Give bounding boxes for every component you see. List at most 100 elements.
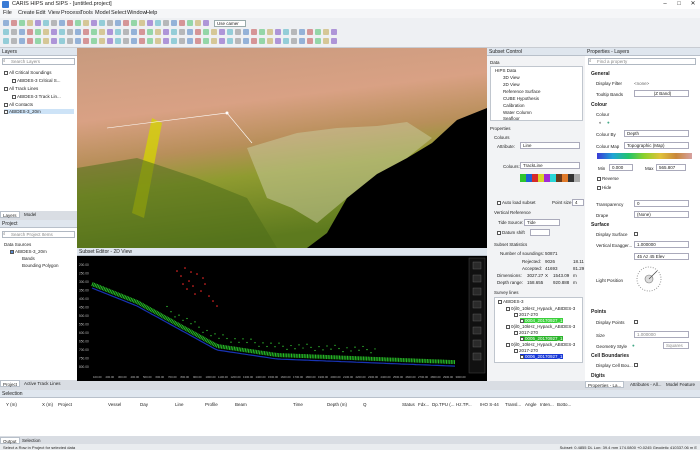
column-header[interactable]: X (m) — [42, 402, 53, 407]
tab-active-track-lines[interactable]: Active Track Lines — [24, 381, 61, 386]
colour-swatch[interactable] — [532, 174, 538, 182]
toolbar-tool-icon[interactable] — [219, 29, 225, 35]
checkbox-icon[interactable] — [12, 78, 16, 83]
3d-view[interactable] — [77, 48, 487, 248]
reverse-checkbox[interactable]: Reverse — [597, 176, 619, 181]
layer-item-critical-soundings[interactable]: All Critical Soundings — [4, 70, 52, 75]
project-item-abides[interactable]: ABIDES-3_20m — [10, 249, 47, 254]
toolbar-tool-icon[interactable] — [123, 20, 129, 26]
menu-file[interactable]: File — [3, 10, 12, 16]
toolbar-tool-icon[interactable] — [283, 38, 289, 44]
toolbar-tool-icon[interactable] — [195, 38, 201, 44]
toolbar-tool-icon[interactable] — [147, 29, 153, 35]
toolbar-tool-icon[interactable] — [75, 20, 81, 26]
min-input[interactable]: 0.000 — [609, 164, 633, 171]
checkbox-icon[interactable] — [520, 354, 524, 359]
toolbar-tool-icon[interactable] — [315, 38, 321, 44]
toolbar-tool-icon[interactable] — [43, 20, 49, 26]
toolbar-tool-icon[interactable] — [107, 20, 113, 26]
toolbar-tool-icon[interactable] — [331, 29, 337, 35]
toolbar-tool-icon[interactable] — [235, 38, 241, 44]
toolbar-tool-icon[interactable] — [163, 29, 169, 35]
tab-project[interactable]: Project — [0, 380, 21, 387]
survey-vessel-1[interactable]: 0(il0_10kHz_Hypack_ABIDES-3 — [506, 306, 575, 311]
toolbar-tool-icon[interactable] — [323, 38, 329, 44]
toolbar-tool-icon[interactable] — [91, 20, 97, 26]
toolbar-tool-icon[interactable] — [179, 38, 185, 44]
toolbar-tool-icon[interactable] — [3, 20, 9, 26]
toolbar-tool-icon[interactable] — [83, 20, 89, 26]
transparency-input[interactable]: 0 — [634, 200, 689, 207]
toolbar-tool-icon[interactable] — [51, 38, 57, 44]
toolbar-tool-icon[interactable] — [19, 29, 25, 35]
toolbar-tool-icon[interactable] — [179, 20, 185, 26]
layer-item-track-lines[interactable]: All Track Lines — [4, 86, 38, 91]
toolbar-tool-icon[interactable] — [299, 29, 305, 35]
layer-item-track-lin[interactable]: ABIDES-3 Track Lin... — [12, 94, 61, 99]
toolbar-tool-icon[interactable] — [155, 20, 161, 26]
tab-layers[interactable]: Layers — [0, 211, 20, 218]
checkbox-icon[interactable] — [514, 348, 518, 353]
toolbar-tool-icon[interactable] — [67, 29, 73, 35]
datum-shift-input[interactable] — [530, 229, 550, 236]
toolbar-tool-icon[interactable] — [123, 38, 129, 44]
column-header[interactable]: Status — [402, 402, 415, 407]
survey-line-1[interactable]: 0004_20170927_1 — [520, 318, 563, 323]
toolbar-tool-icon[interactable] — [171, 20, 177, 26]
colour-swatch[interactable] — [544, 174, 550, 182]
tree-hips-data[interactable]: HIPS Data — [495, 68, 517, 73]
toolbar-tool-icon[interactable] — [131, 29, 137, 35]
toolbar-tool-icon[interactable] — [267, 38, 273, 44]
toolbar-tool-icon[interactable] — [275, 29, 281, 35]
toolbar-tool-icon[interactable] — [331, 38, 337, 44]
toolbar-tool-icon[interactable] — [19, 38, 25, 44]
toolbar-tool-icon[interactable] — [147, 38, 153, 44]
toolbar-tool-icon[interactable] — [251, 29, 257, 35]
display-surface-checkbox[interactable] — [634, 232, 638, 236]
toolbar-tool-icon[interactable] — [299, 38, 305, 44]
column-header[interactable]: Inten... — [540, 402, 554, 407]
toolbar-tool-icon[interactable] — [211, 38, 217, 44]
tab-attributes[interactable]: Attributes - All... — [630, 382, 662, 387]
display-cell-boundaries-checkbox[interactable] — [634, 363, 638, 367]
tree-calibration[interactable]: Calibration — [503, 103, 525, 108]
column-header[interactable]: Vessel — [108, 402, 122, 407]
checkbox-icon[interactable] — [497, 200, 501, 205]
checkbox-icon[interactable] — [497, 230, 501, 235]
toolbar-tool-icon[interactable] — [203, 38, 209, 44]
toolbar-tool-icon[interactable] — [3, 38, 9, 44]
toolbar-tool-icon[interactable] — [219, 38, 225, 44]
column-header[interactable]: Hz.TP... — [456, 402, 472, 407]
tree-cube-hypothesis[interactable]: CUBE Hypothesis — [503, 96, 540, 101]
toolbar-tool-icon[interactable] — [291, 38, 297, 44]
colour-swatch[interactable] — [520, 174, 526, 182]
colour-swatch[interactable] — [574, 174, 580, 182]
toolbar-tool-icon[interactable] — [139, 29, 145, 35]
checkbox-icon[interactable] — [498, 299, 502, 304]
toolbar-tool-icon[interactable] — [187, 29, 193, 35]
column-header[interactable]: Depth (m) — [327, 402, 348, 407]
toolbar-tool-icon[interactable] — [227, 29, 233, 35]
survey-line-3[interactable]: 0006_20170927_1 — [520, 354, 563, 359]
tree-2d-view[interactable]: 2D View — [503, 82, 520, 87]
menu-model[interactable]: Model — [95, 10, 110, 16]
column-header[interactable]: Time — [293, 402, 303, 407]
tab-selection[interactable]: Selection — [22, 438, 41, 443]
toolbar-tool-icon[interactable] — [275, 38, 281, 44]
toolbar-tool-icon[interactable] — [195, 20, 201, 26]
column-header[interactable]: Dp.TPU (... — [432, 402, 455, 407]
menu-create[interactable]: Create — [18, 10, 35, 16]
checkbox-icon[interactable] — [506, 342, 510, 347]
toolbar-tool-icon[interactable] — [99, 29, 105, 35]
checkbox-icon[interactable] — [12, 94, 16, 99]
toolbar-tool-icon[interactable] — [147, 20, 153, 26]
toolbar-tool-icon[interactable] — [107, 38, 113, 44]
toolbar-tool-icon[interactable] — [3, 29, 9, 35]
section-general[interactable]: General — [591, 71, 610, 77]
toolbar-tool-icon[interactable] — [187, 38, 193, 44]
toolbar-tool-icon[interactable] — [283, 29, 289, 35]
checkbox-icon[interactable] — [4, 102, 8, 107]
subset-editor-view[interactable]: 200.00 250.00 300.00 350.00 400.00 450.00 500.… — [77, 256, 487, 381]
colour-swatch[interactable] — [538, 174, 544, 182]
toolbar-tool-icon[interactable] — [251, 38, 257, 44]
